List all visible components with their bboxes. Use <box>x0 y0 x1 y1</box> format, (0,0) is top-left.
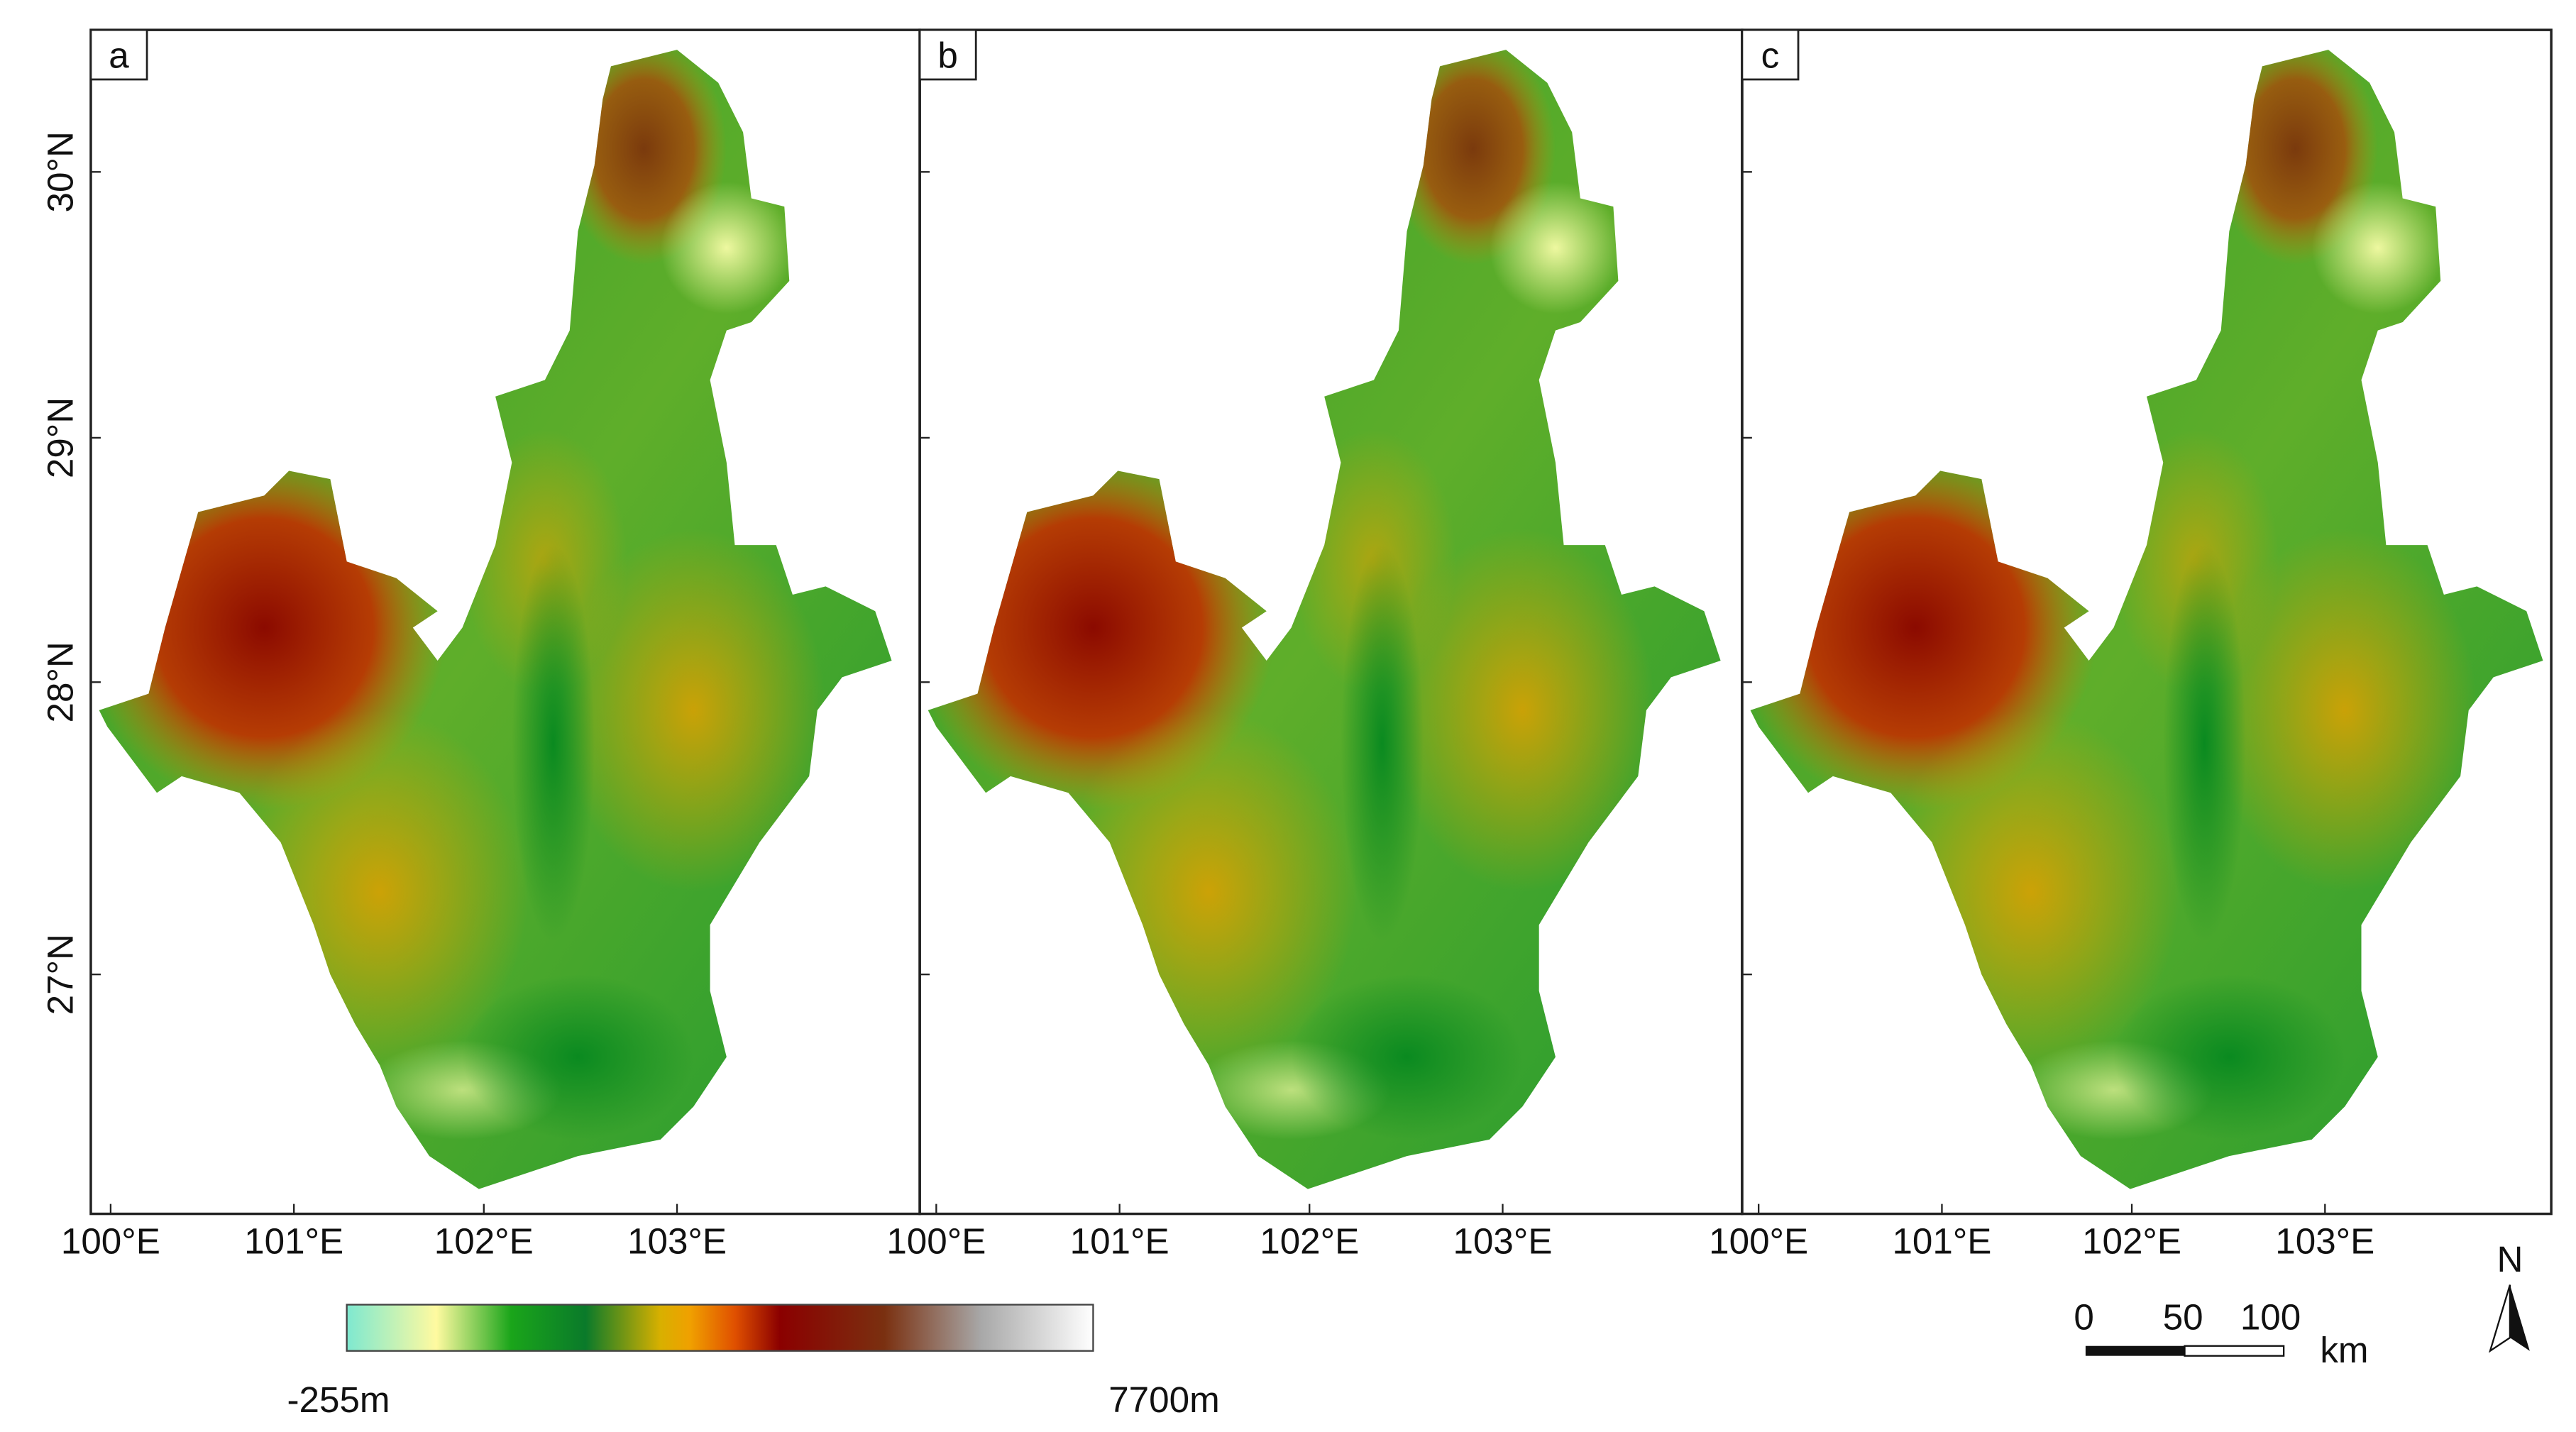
panel-label: b <box>937 35 957 76</box>
panel-frame <box>1741 28 2553 1216</box>
latitude-label: 29°N <box>40 397 80 478</box>
map-panel <box>82 33 908 1206</box>
latitude-label: 28°N <box>40 641 80 722</box>
longitude-label: 102°E <box>434 1221 534 1261</box>
panel-label: a <box>109 35 129 76</box>
north-arrow-right <box>2509 1284 2530 1351</box>
panel-label-box <box>1741 28 1800 81</box>
scale-unit: km <box>2320 1330 2368 1370</box>
longitude-label: 101°E <box>1070 1221 1169 1261</box>
elevation-map <box>82 33 908 1206</box>
longitude-label: 102°E <box>2082 1221 2181 1261</box>
scale-label: 50 <box>2163 1296 2203 1337</box>
colorbar <box>346 1304 1094 1352</box>
elevation-map <box>911 33 1736 1206</box>
longitude-label: 100°E <box>886 1221 986 1261</box>
map-panel <box>911 33 1736 1206</box>
elevation-map <box>1734 33 2559 1206</box>
longitude-label: 103°E <box>2275 1221 2374 1261</box>
colorbar-max: 7700m <box>1108 1379 1220 1420</box>
longitude-label: 103°E <box>627 1221 727 1261</box>
longitude-label: 100°E <box>1709 1221 1808 1261</box>
scale-bar-right <box>2184 1345 2285 1357</box>
north-label: N <box>2497 1239 2523 1279</box>
scale-label: 0 <box>2074 1296 2093 1337</box>
longitude-label: 101°E <box>244 1221 343 1261</box>
longitude-label: 103°E <box>1453 1221 1552 1261</box>
colorbar-min: -255m <box>287 1379 390 1420</box>
longitude-label: 100°E <box>61 1221 160 1261</box>
panel-label-box <box>89 28 148 81</box>
latitude-label: 30°N <box>40 131 80 212</box>
latitude-label: 27°N <box>40 934 80 1015</box>
panel-label-box <box>918 28 977 81</box>
longitude-label: 101°E <box>1892 1221 1991 1261</box>
map-panel <box>1734 33 2559 1206</box>
scale-label: 100 <box>2240 1296 2301 1337</box>
north-arrow-left <box>2488 1284 2511 1353</box>
panel-label: c <box>1761 35 1780 76</box>
scale-bar-left <box>2085 1345 2185 1356</box>
longitude-label: 102°E <box>1260 1221 1359 1261</box>
